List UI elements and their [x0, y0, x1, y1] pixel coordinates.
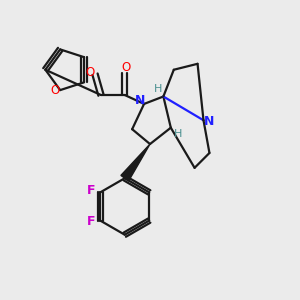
Text: F: F — [86, 215, 95, 228]
Text: F: F — [87, 184, 96, 197]
Text: O: O — [50, 84, 59, 97]
Text: N: N — [204, 115, 214, 128]
Text: H: H — [154, 84, 162, 94]
Text: N: N — [135, 94, 146, 107]
Polygon shape — [121, 144, 150, 181]
Text: H: H — [174, 129, 182, 139]
Text: O: O — [122, 61, 131, 74]
Text: O: O — [85, 66, 94, 79]
